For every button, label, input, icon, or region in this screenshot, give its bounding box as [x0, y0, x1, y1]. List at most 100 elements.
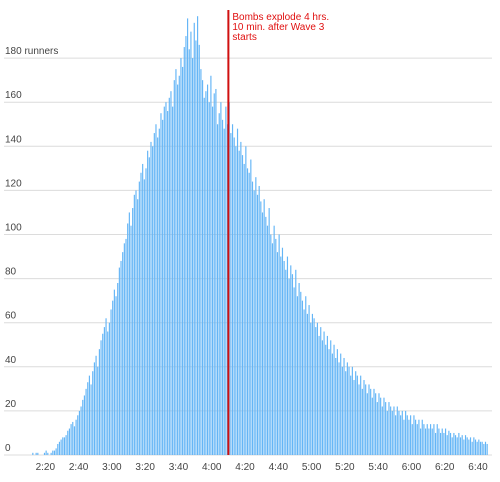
x-tick-label: 5:00 [302, 462, 322, 473]
histogram-bar [476, 441, 478, 455]
histogram-bar [47, 452, 49, 455]
histogram-bar [225, 106, 227, 456]
histogram-bar [246, 168, 249, 455]
histogram-bar [210, 75, 212, 456]
histogram-bar [160, 113, 162, 455]
histogram-bar [128, 212, 130, 455]
histogram-bar [363, 380, 365, 455]
y-tick-label: 100 [5, 223, 22, 234]
histogram-bar [360, 375, 362, 455]
histogram-bar [258, 185, 260, 456]
histogram-bar [208, 102, 210, 455]
histogram-bar [438, 428, 440, 455]
histogram-bar [127, 223, 129, 455]
histogram-bar [298, 283, 300, 455]
histogram-bar [148, 157, 150, 455]
histogram-bar [451, 437, 453, 455]
y-tick-label: 40 [5, 355, 17, 366]
histogram-bar [306, 313, 309, 455]
histogram-bar [251, 181, 254, 455]
histogram-bar [380, 397, 382, 455]
histogram-bar [103, 327, 105, 455]
histogram-bar [113, 289, 115, 456]
histogram-bar [157, 137, 159, 456]
histogram-bar [107, 331, 109, 455]
histogram-bar [418, 419, 420, 455]
histogram-bar [241, 155, 244, 455]
histogram-bar [310, 322, 312, 455]
histogram-bar [178, 75, 180, 456]
histogram-bar [125, 238, 127, 455]
histogram-bar [193, 22, 195, 455]
histogram-bar [250, 159, 252, 455]
histogram-bar [479, 441, 482, 455]
histogram-bar [245, 146, 247, 456]
histogram-bar [187, 18, 189, 455]
histogram-bar [206, 84, 209, 455]
x-tick-label: 2:20 [36, 462, 56, 473]
histogram-bar [147, 150, 149, 455]
histogram-bar [425, 428, 427, 455]
histogram-bar [396, 406, 398, 455]
annotation-line: starts [232, 32, 256, 43]
histogram-bar [85, 388, 87, 455]
histogram-bar [192, 58, 194, 455]
histogram-bar [484, 441, 487, 455]
histogram-bar [398, 410, 400, 455]
histogram-bar [203, 97, 205, 455]
x-tick-label: 2:40 [69, 462, 89, 473]
histogram-bar [283, 260, 285, 455]
histogram-bar [243, 163, 245, 455]
histogram-bar [265, 216, 267, 455]
y-tick-label: 160 [5, 90, 22, 101]
histogram-bar [172, 106, 174, 456]
histogram-bar [474, 439, 477, 455]
histogram-bar [68, 428, 71, 455]
histogram-bar [458, 432, 460, 455]
histogram-bar [182, 66, 184, 456]
histogram-bar [77, 415, 79, 455]
histogram-bar [466, 437, 468, 455]
histogram-bar [461, 435, 463, 455]
histogram-bar [273, 225, 275, 455]
histogram-bar [486, 443, 488, 455]
histogram-bar [335, 357, 337, 455]
histogram-bar [296, 296, 299, 455]
histogram-bar [62, 437, 64, 455]
histogram-bar [158, 128, 160, 455]
histogram-bar [167, 111, 169, 456]
histogram-bar [150, 141, 152, 455]
histogram-bar [93, 362, 95, 455]
bars [32, 16, 488, 456]
histogram-bar [358, 384, 360, 455]
histogram-bar [431, 428, 433, 455]
histogram-bar [168, 97, 170, 455]
histogram-bar [403, 419, 405, 455]
histogram-bar [444, 428, 447, 455]
histogram-bar [350, 375, 352, 455]
histogram-bar [333, 344, 335, 455]
annotation-line: Bombs explode 4 hrs. [232, 12, 329, 23]
x-tick-label: 3:00 [102, 462, 122, 473]
histogram-bar [122, 252, 124, 455]
histogram-bar [162, 119, 164, 455]
histogram-bar [87, 382, 89, 455]
histogram-bar [376, 402, 378, 455]
histogram-bar [205, 91, 207, 456]
histogram-bar [200, 69, 202, 456]
histogram-bar [57, 443, 59, 455]
histogram-bar [321, 340, 323, 455]
histogram-bar [190, 31, 192, 455]
histogram-bar [82, 399, 84, 456]
histogram-bar [285, 269, 287, 455]
histogram-bar [100, 340, 102, 455]
histogram-bar [58, 441, 61, 455]
histogram-bar [316, 322, 318, 455]
histogram-bar [326, 335, 328, 455]
histogram-bar [313, 318, 315, 455]
histogram-bar [120, 260, 122, 455]
histogram-bar [211, 106, 214, 456]
histogram-bar [366, 393, 368, 455]
histogram-bar [383, 397, 385, 455]
